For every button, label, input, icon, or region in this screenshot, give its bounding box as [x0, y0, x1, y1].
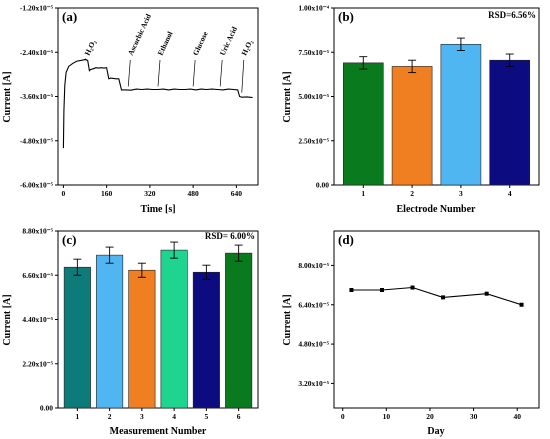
panel-b-xtick-label: 2	[410, 189, 414, 198]
panel-a-annotation-label: Ascorbic Acid	[126, 12, 153, 57]
panel-c-bar	[96, 254, 124, 409]
panel-a-label: (a)	[62, 9, 77, 24]
panel-c-bar	[128, 269, 156, 409]
panel-c-xlabel: Measurement Number	[110, 426, 207, 437]
panel-c-rsd-note: RSD= 6.00%	[205, 231, 255, 241]
panel-d-xtick-label: 0	[341, 412, 345, 421]
panel-d-xtick-label: 10	[383, 412, 391, 421]
panel-b-xtick-label: 3	[459, 189, 463, 198]
panel-a-xlabel: Time [s]	[140, 204, 175, 215]
panel-a-xtick-label: 160	[101, 189, 113, 198]
panel-c-xtick-label: 1	[75, 412, 79, 421]
panel-d-ytick-label: 8.00x10⁻⁵	[298, 261, 329, 270]
panel-d-ylabel: Current [A]	[282, 294, 293, 345]
panel-b-label: (b)	[338, 9, 354, 24]
panel-b-xtick-label: 1	[361, 189, 365, 198]
panel-b-bar	[440, 43, 482, 186]
panel-c-ytick-label: 4.40x10⁻⁵	[22, 315, 53, 324]
panel-c-ylabel: Current [A]	[2, 294, 13, 345]
panel-d-point	[379, 288, 384, 292]
panel-a-ytick-label: -6.00x10⁻⁵	[20, 181, 54, 190]
panel-b-ytick-label: 2.50x10⁻⁵	[298, 136, 329, 145]
panel-b-rsd-note: RSD=6.56%	[488, 10, 536, 20]
panel-a-annotation-label: Uric Acid	[218, 25, 239, 57]
panel-a-annotation-arrow	[219, 59, 223, 87]
panel-c-ytick-label: 8.80x10⁻⁵	[22, 227, 53, 236]
panel-a-annotation-arrow	[84, 58, 88, 61]
panel-d-point	[410, 285, 415, 290]
panel-b-bar	[342, 62, 384, 186]
panel-a-annotation-arrow	[157, 59, 161, 87]
panel-a-ytick-label: -2.40x10⁻⁵	[20, 48, 54, 57]
panel-d-frame	[333, 230, 540, 409]
panel-a-annotation-label: Glucose	[191, 29, 210, 56]
panel-a-annotation-arrow	[241, 59, 245, 93]
panel-c-bar	[63, 266, 91, 409]
panel-b-bar	[391, 66, 433, 186]
panel-d-series-line	[351, 286, 522, 306]
panel-d-point	[349, 288, 354, 292]
panel-a-ytick-label: -1.20x10⁻⁵	[20, 4, 54, 13]
panel-a-annotation-label: H₂O₂	[83, 38, 98, 57]
panel-c-xtick-label: 5	[205, 412, 209, 421]
panel-a-annotation-label: Ethanol	[156, 30, 175, 57]
panel-a-ytick-label: -3.60x10⁻⁵	[20, 92, 54, 101]
panel-d-point	[484, 291, 489, 296]
panel-a-annotation-label: H₂O₂	[239, 38, 254, 57]
panel-d-point	[441, 295, 446, 300]
panel-c-xtick-label: 2	[108, 412, 112, 421]
panel-a-xtick-label: 480	[188, 189, 200, 198]
panel-a-ytick-label: -4.80x10⁻⁵	[20, 136, 54, 145]
panel-a-xtick-label: 320	[144, 189, 156, 198]
panel-b-ytick-label: 1.00x10⁻⁴	[298, 4, 329, 13]
panel-c-xtick-label: 4	[172, 412, 176, 421]
panel-a-xtick-label: 0	[62, 189, 66, 198]
panel-d-ytick-label: 3.20x10⁻⁵	[298, 379, 329, 388]
panel-c-ytick-label: 0.00	[40, 404, 53, 413]
panel-c-label: (c)	[62, 232, 76, 247]
panel-d-ytick-label: 4.80x10⁻⁵	[298, 340, 329, 349]
panel-b-ytick-label: 0.00	[316, 181, 329, 190]
panel-a-ylabel: Current [A]	[2, 71, 13, 122]
panel-a-xtick-label: 640	[231, 189, 243, 198]
panel-c-bar	[225, 252, 253, 409]
panel-b-bar	[489, 59, 531, 186]
panel-a-annotation-arrow	[127, 59, 131, 87]
panel-c-xtick-label: 6	[237, 412, 241, 421]
panel-c-bar	[192, 271, 220, 409]
panel-b-xtick-label: 4	[508, 189, 512, 198]
panel-d-xtick-label: 20	[426, 412, 434, 421]
panel-b-ytick-label: 5.00x10⁻⁵	[298, 92, 329, 101]
panel-d-label: (d)	[338, 232, 354, 247]
panel-d-ytick-label: 6.40x10⁻⁵	[298, 300, 329, 309]
panel-d-xlabel: Day	[427, 426, 444, 437]
panel-c-xtick-label: 3	[140, 412, 144, 421]
panel-a-annotation-arrow	[192, 59, 196, 87]
panel-b-ytick-label: 7.50x10⁻⁵	[298, 48, 329, 57]
panel-d-xtick-label: 40	[513, 412, 521, 421]
panel-b-ylabel: Current [A]	[282, 71, 293, 122]
panel-c-ytick-label: 6.60x10⁻⁵	[22, 271, 53, 280]
panel-a-current-trace	[62, 59, 253, 149]
panel-c-bar	[160, 249, 188, 409]
panel-d-point	[519, 302, 524, 307]
panel-d-xtick-label: 30	[470, 412, 478, 421]
panel-b-xlabel: Electrode Number	[397, 204, 477, 215]
panel-c-ytick-label: 2.20x10⁻⁵	[22, 359, 53, 368]
